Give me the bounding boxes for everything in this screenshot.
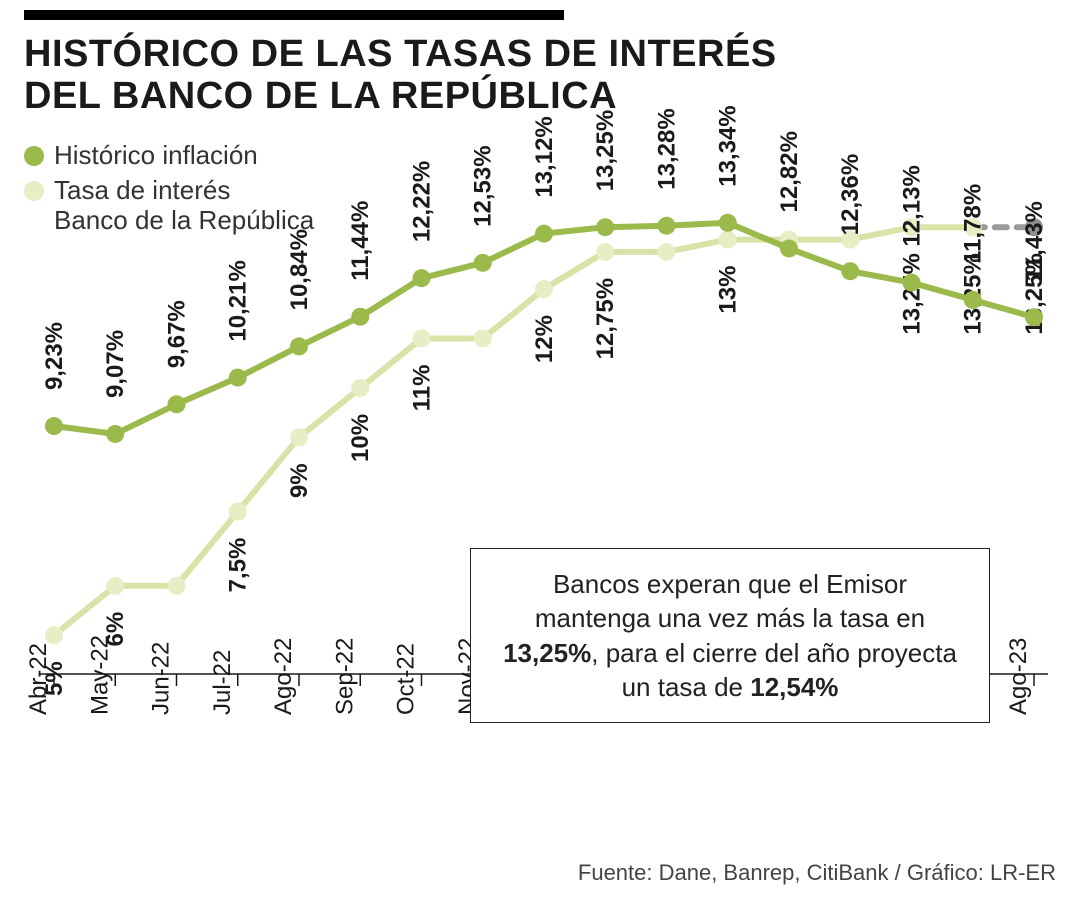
x-axis-label: Jul-22	[209, 650, 236, 715]
value-label-tasa: 13%	[715, 266, 742, 314]
marker-tasa	[596, 243, 614, 261]
value-label-inflacion: 9,23%	[41, 322, 68, 390]
callout-bold2: 12,54%	[750, 672, 838, 702]
value-label-inflacion: 13,25%	[592, 110, 619, 191]
marker-inflacion	[351, 308, 369, 326]
marker-inflacion	[474, 254, 492, 272]
marker-inflacion	[535, 225, 553, 243]
value-label-inflacion: 11,44%	[347, 201, 374, 281]
x-axis-label: Ago-22	[270, 638, 297, 715]
marker-inflacion	[45, 417, 63, 435]
value-label-tasa: 6%	[102, 612, 129, 647]
value-label-inflacion: 12,53%	[470, 145, 497, 226]
marker-tasa	[229, 503, 247, 521]
marker-inflacion	[719, 214, 737, 232]
callout-pre: Bancos experan que el Emisor mantenga un…	[535, 569, 925, 633]
marker-inflacion	[964, 291, 982, 309]
marker-tasa	[45, 626, 63, 644]
marker-inflacion	[106, 425, 124, 443]
callout-box: Bancos experan que el Emisor mantenga un…	[470, 548, 990, 723]
value-label-inflacion: 11,78%	[960, 184, 987, 264]
value-label-tasa: 11%	[409, 364, 436, 411]
x-axis-label: Oct-22	[393, 643, 420, 715]
marker-tasa	[413, 329, 431, 347]
callout-bold1: 13,25%	[503, 638, 591, 668]
page-root: HISTÓRICO DE LAS TASAS DE INTERÉS DEL BA…	[0, 0, 1080, 900]
x-axis-label: Jun-22	[148, 642, 175, 715]
source-text: Fuente: Dane, Banrep, CitiBank / Gráfico…	[578, 860, 1056, 886]
value-label-inflacion: 13,28%	[654, 108, 681, 189]
value-label-inflacion: 12,22%	[409, 161, 436, 242]
marker-inflacion	[168, 395, 186, 413]
marker-tasa	[719, 231, 737, 249]
marker-inflacion	[1025, 308, 1043, 326]
marker-inflacion	[903, 274, 921, 292]
marker-inflacion	[229, 369, 247, 387]
value-label-inflacion: 10,21%	[225, 260, 252, 341]
marker-inflacion	[596, 218, 614, 236]
value-label-inflacion: 12,36%	[837, 154, 864, 235]
value-label-tasa: 12,75%	[592, 278, 619, 359]
marker-tasa	[351, 379, 369, 397]
marker-inflacion	[290, 337, 308, 355]
value-label-inflacion: 9,67%	[164, 300, 191, 368]
value-label-tasa: 9%	[286, 463, 313, 498]
value-label-inflacion: 13,34%	[715, 105, 742, 186]
x-axis-label: Ago-23	[1005, 638, 1032, 715]
x-axis-label: Sep-22	[331, 638, 358, 715]
value-label-tasa: 12%	[531, 315, 558, 363]
title-line2: DEL BANCO DE LA REPÚBLICA	[24, 75, 617, 117]
marker-tasa	[658, 243, 676, 261]
marker-inflacion	[413, 269, 431, 287]
marker-inflacion	[780, 239, 798, 257]
top-rule	[24, 10, 564, 20]
marker-tasa	[535, 280, 553, 298]
value-label-tasa: 13,25%	[899, 253, 926, 334]
value-label-inflacion: 12,82%	[776, 131, 803, 212]
title-line1: HISTÓRICO DE LAS TASAS DE INTERÉS	[24, 33, 777, 75]
value-label-inflacion: 9,07%	[102, 330, 129, 398]
chart-title: HISTÓRICO DE LAS TASAS DE INTERÉS DEL BA…	[24, 34, 924, 118]
marker-tasa	[168, 577, 186, 595]
value-label-tasa: 5%	[41, 661, 68, 696]
value-label-inflacion: 11,43%	[1021, 201, 1048, 281]
value-label-tasa: 10%	[347, 414, 374, 462]
marker-inflacion	[841, 262, 859, 280]
marker-tasa	[106, 577, 124, 595]
marker-tasa	[474, 329, 492, 347]
value-label-inflacion: 13,12%	[531, 116, 558, 197]
marker-tasa	[290, 428, 308, 446]
value-label-tasa: 7,5%	[225, 538, 252, 593]
value-label-inflacion: 10,84%	[286, 229, 313, 310]
marker-inflacion	[658, 217, 676, 235]
value-label-inflacion: 12,13%	[899, 165, 926, 246]
